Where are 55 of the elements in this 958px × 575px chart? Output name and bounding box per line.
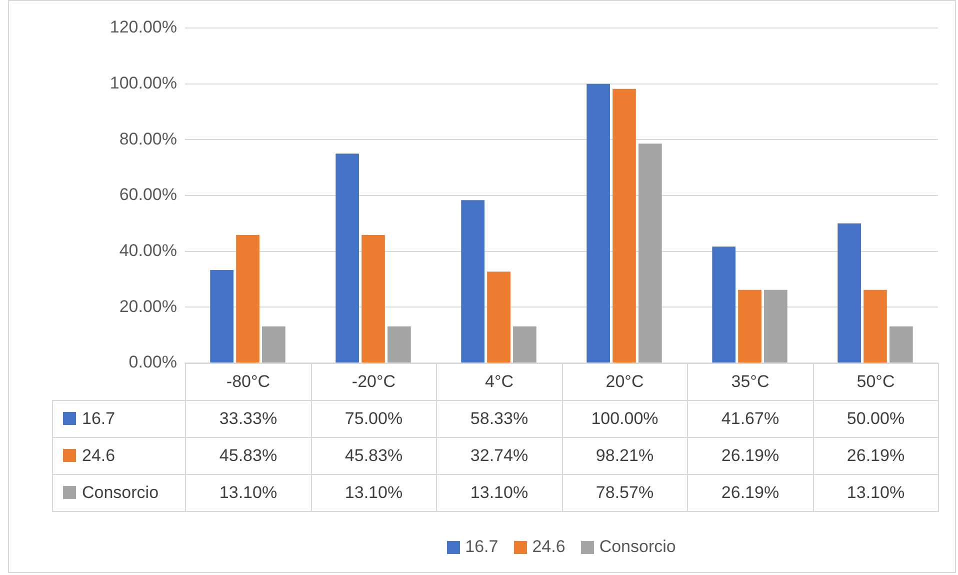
bar: [336, 154, 359, 362]
text: 24.6: [532, 537, 566, 556]
bar: [210, 270, 234, 362]
text: 16.7: [465, 537, 498, 556]
legend-label: 24.6: [82, 446, 116, 465]
data-label: 13.10%: [186, 474, 311, 512]
x-tick-label: -20°C: [311, 364, 436, 400]
y-tick-label: 40.00%: [119, 241, 177, 260]
x-tick-label: 35°C: [688, 364, 813, 400]
y-tick-label: 20.00%: [119, 296, 177, 316]
data-label: 50.00%: [813, 400, 938, 438]
bar: [612, 88, 636, 362]
data-label: 32.74%: [436, 438, 562, 474]
legend-label: Consorcio: [82, 483, 159, 502]
data-label: 13.10%: [436, 474, 562, 512]
bar: [712, 246, 736, 362]
bar: [461, 200, 484, 362]
data-label: 26.19%: [813, 438, 938, 474]
bar: [638, 144, 662, 362]
bar: [738, 290, 762, 362]
bar: [513, 326, 536, 362]
data-label: 75.00%: [311, 400, 436, 438]
data-label: 26.19%: [688, 474, 813, 512]
bar: [262, 326, 286, 362]
y-tick-label: 0.00%: [128, 352, 177, 372]
bar: [764, 290, 788, 362]
data-label: 45.83%: [311, 438, 436, 474]
y-tick-label: 60.00%: [119, 185, 177, 204]
legend-label: 16.7: [82, 409, 116, 428]
data-label: 13.10%: [813, 474, 938, 512]
bar: [362, 235, 385, 362]
bar: [487, 272, 510, 362]
y-tick-label: 120.00%: [110, 18, 177, 37]
y-tick-label: 80.00%: [119, 129, 177, 148]
data-label: 98.21%: [562, 438, 688, 474]
data-label: 41.67%: [688, 400, 813, 438]
data-label: 13.10%: [311, 474, 436, 512]
bar: [388, 326, 411, 362]
data-label: 45.83%: [186, 438, 311, 474]
text: Consorcio: [599, 537, 676, 556]
bar: [838, 223, 861, 362]
bar: [890, 326, 913, 362]
x-tick-label: -80°C: [186, 364, 311, 400]
data-label: 58.33%: [436, 400, 562, 438]
data-label: 26.19%: [688, 438, 813, 474]
data-label: 78.57%: [562, 474, 688, 512]
x-tick-label: 4°C: [436, 364, 562, 400]
x-tick-label: 20°C: [562, 364, 688, 400]
data-label: 100.00%: [562, 400, 688, 438]
bar: [864, 290, 887, 362]
bar: [236, 235, 260, 362]
y-tick-label: 100.00%: [110, 74, 177, 93]
bar: [586, 84, 610, 362]
data-label: 33.33%: [186, 400, 311, 438]
x-tick-label: 50°C: [813, 364, 938, 400]
